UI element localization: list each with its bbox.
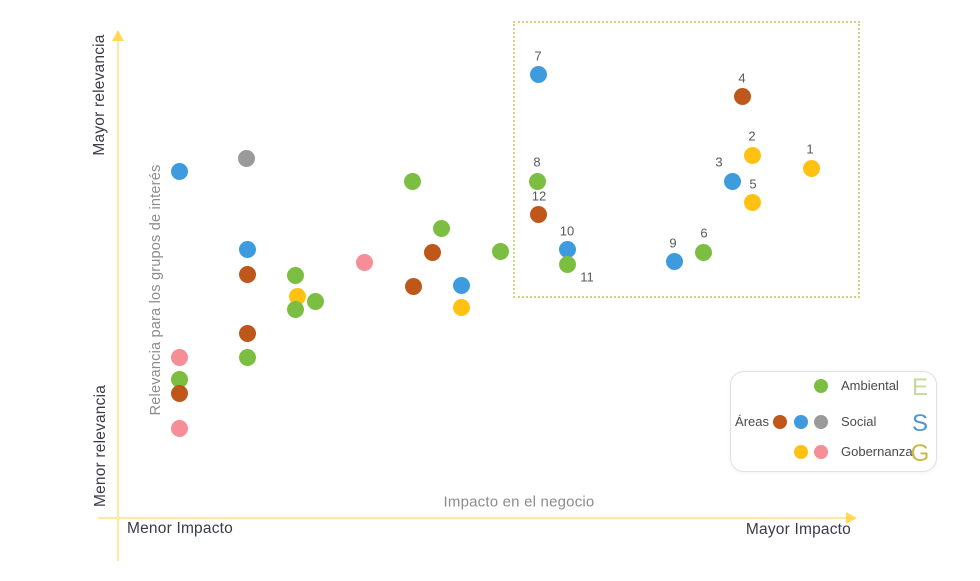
data-point-9 [665, 252, 683, 270]
data-point [423, 243, 441, 261]
x-axis-arrow-icon [846, 512, 857, 524]
legend-dot-blue [793, 415, 808, 429]
point-label-11: 11 [580, 269, 594, 285]
point-label-8: 8 [533, 154, 541, 170]
point-label-1: 1 [806, 141, 814, 157]
data-point [306, 292, 324, 310]
point-label-5: 5 [749, 176, 757, 192]
data-point [286, 300, 304, 318]
data-point [170, 348, 188, 366]
point-label-7: 7 [534, 48, 542, 64]
data-point-10 [558, 240, 576, 258]
legend-dot-pink [814, 445, 828, 459]
data-point [238, 348, 256, 366]
data-point-1 [802, 159, 820, 177]
legend-dot-green [814, 379, 828, 393]
data-point [288, 287, 306, 305]
point-label-3: 3 [715, 154, 723, 170]
data-point-11 [558, 255, 576, 273]
data-point [432, 219, 450, 237]
point-label-6: 6 [700, 225, 708, 241]
data-point [170, 384, 188, 402]
data-point-6 [694, 243, 712, 261]
point-label-2: 2 [748, 128, 756, 144]
data-point [452, 298, 470, 316]
data-point [355, 253, 373, 271]
x-axis-line [98, 517, 848, 519]
data-point-3 [723, 172, 741, 190]
data-point [170, 419, 188, 437]
y-axis-line [117, 40, 119, 561]
esg-letter-g: G [910, 440, 930, 467]
legend-dot-yellow [793, 445, 808, 459]
point-label-12: 12 [531, 188, 547, 204]
point-label-4: 4 [738, 70, 746, 86]
legend: Ambiental E Áreas Social S Gobernanza G [730, 371, 937, 472]
point-label-9: 9 [669, 235, 677, 251]
data-point [237, 149, 255, 167]
legend-areas-label: Áreas [735, 414, 769, 429]
data-point [404, 277, 422, 295]
legend-dot-gray [814, 415, 828, 429]
x-axis-max-annotation: Mayor Impacto [745, 521, 851, 538]
data-point [491, 242, 509, 260]
data-point-5 [743, 193, 761, 211]
priority-quadrant-box [513, 21, 860, 298]
data-point-8 [528, 172, 546, 190]
data-point-4 [733, 87, 751, 105]
data-point [170, 370, 188, 388]
data-point [286, 266, 304, 284]
data-point [238, 240, 256, 258]
data-point-2 [743, 146, 761, 164]
data-point [170, 162, 188, 180]
legend-label-e: Ambiental [841, 378, 899, 393]
data-point [452, 276, 470, 294]
point-label-10: 10 [559, 223, 575, 239]
legend-dot-orange [773, 415, 787, 429]
legend-label-g: Gobernanza [841, 444, 913, 459]
y-axis-arrow-icon [112, 30, 124, 41]
data-point [238, 324, 256, 342]
legend-label-s: Social [841, 414, 877, 429]
esg-letter-e: E [911, 374, 928, 401]
esg-letter-s: S [911, 410, 928, 437]
data-point-12 [529, 205, 547, 223]
data-point-7 [529, 65, 547, 83]
data-point [238, 265, 256, 283]
x-axis-title: Impacto en el negocio [443, 493, 595, 511]
x-axis-min-annotation: Menor Impacto [127, 520, 233, 537]
data-point [403, 172, 421, 190]
